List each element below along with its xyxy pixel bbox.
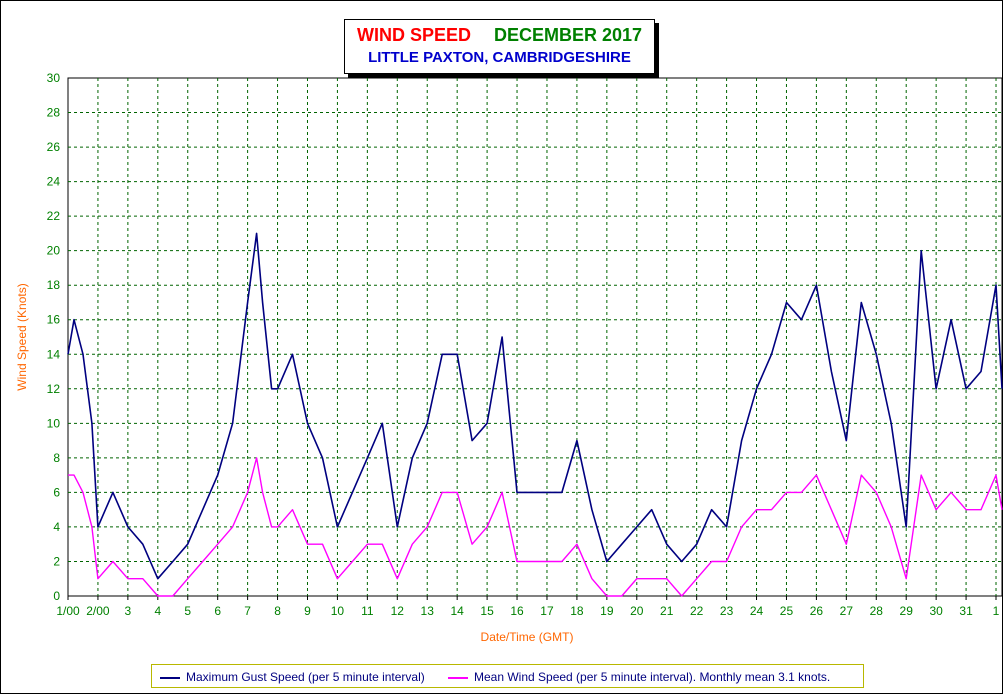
legend-item-gust: Maximum Gust Speed (per 5 minute interva… [160,670,425,684]
x-tick-label: 13 [421,604,435,618]
y-tick-label: 0 [53,589,60,603]
x-tick-label: 4 [154,604,161,618]
x-tick-label: 20 [630,604,644,618]
legend-swatch-mean [448,676,468,679]
y-tick-label: 6 [53,485,60,499]
y-tick-label: 4 [53,520,60,534]
y-tick-label: 16 [47,313,61,327]
y-tick-label: 10 [47,416,61,430]
legend-swatch-gust [160,676,180,679]
x-tick-label: 1/00 [56,604,80,618]
x-tick-label: 3 [125,604,132,618]
x-tick-label: 14 [450,604,464,618]
y-tick-label: 24 [47,175,61,189]
x-tick-label: 17 [540,604,554,618]
x-tick-label: 25 [780,604,794,618]
chart-title-month: DECEMBER 2017 [493,25,643,45]
x-tick-label: 22 [690,604,704,618]
x-tick-label: 29 [900,604,914,618]
grid-lines [67,78,1002,600]
x-tick-label: 16 [510,604,524,618]
y-tick-label: 22 [47,209,61,223]
legend-label-gust: Maximum Gust Speed (per 5 minute interva… [186,670,425,684]
x-tick-label: 26 [810,604,824,618]
x-tick-labels: 1/00 2/00 3 4 5 6 7 8 9 10 11 12 13 14 15 16 17 18 19 20 21 2… [56,604,999,618]
chart-subtitle: LITTLE PAXTON, CAMBRIDGESHIRE [368,49,631,66]
x-tick-label: 6 [214,604,221,618]
series-lines [67,232,1003,597]
x-tick-label: 8 [274,604,281,618]
x-axis-label: Date/Time (GMT) [481,630,574,644]
legend-label-mean: Mean Wind Speed (per 5 minute interval).… [474,670,831,684]
chart-title: WIND SPEED [356,25,471,45]
y-axis-label: Wind Speed (Knots) [15,283,29,390]
x-tick-label: 5 [184,604,191,618]
y-tick-label: 8 [53,451,60,465]
x-tick-label: 2/00 [86,604,110,618]
x-tick-label: 9 [304,604,311,618]
legend-item-mean: Mean Wind Speed (per 5 minute interval).… [448,670,830,684]
y-tick-label: 20 [47,244,61,258]
y-tick-label: 26 [47,140,61,154]
x-tick-label: 23 [720,604,734,618]
x-tick-label: 11 [361,604,374,618]
series-line-mean [68,457,1003,597]
series-line-gust [67,232,1003,580]
x-tick-label: 10 [331,604,345,618]
x-tick-label: 27 [840,604,854,618]
y-tick-label: 28 [47,106,61,120]
x-tick-label: 12 [391,604,405,618]
x-tick-label: 28 [870,604,884,618]
x-tick-label: 21 [660,604,674,618]
chart-title-box: WIND SPEED DECEMBER 2017 LITTLE PAXTON, … [344,19,655,74]
y-tick-label: 18 [47,278,61,292]
y-tick-label: 2 [53,554,60,568]
x-tick-label: 15 [480,604,494,618]
legend: Maximum Gust Speed (per 5 minute interva… [151,664,864,688]
x-tick-label: 18 [570,604,584,618]
x-tick-label: 30 [929,604,943,618]
x-tick-label: 19 [600,604,614,618]
x-tick-label: 31 [959,604,973,618]
x-tick-label: 7 [244,604,251,618]
x-tick-label: 1 [993,604,1000,618]
x-tick-label: 24 [750,604,764,618]
plot-background [67,77,1003,597]
y-tick-label: 14 [47,347,61,361]
y-tick-label: 12 [47,382,61,396]
y-tick-label: 30 [47,71,61,85]
